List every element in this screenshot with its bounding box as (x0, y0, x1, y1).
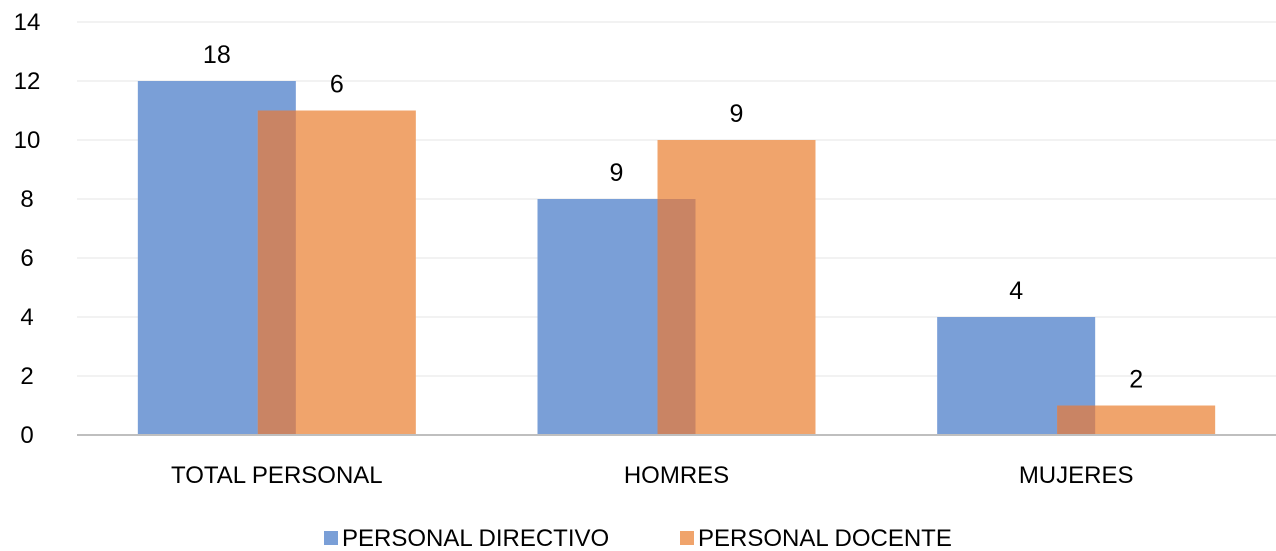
y-tick-label: 0 (20, 422, 33, 449)
x-axis-labels: TOTAL PERSONAL HOMRES MUJERES (171, 462, 1133, 489)
y-tick-label: 14 (14, 9, 41, 36)
y-tick-label: 2 (20, 363, 33, 390)
legend-swatch (680, 531, 694, 545)
legend-swatch (324, 531, 338, 545)
y-tick-label: 4 (20, 304, 33, 331)
data-label: 18 (203, 41, 231, 69)
bar-overlap (657, 199, 696, 435)
data-label: 4 (1009, 277, 1023, 305)
data-labels: 18 6 9 9 4 2 (203, 41, 1143, 394)
y-axis: 0 2 4 6 8 10 12 14 (14, 9, 41, 449)
data-label: 9 (610, 159, 624, 187)
x-category-label: HOMRES (624, 462, 729, 489)
y-tick-label: 6 (20, 245, 33, 272)
x-category-label: TOTAL PERSONAL (171, 462, 383, 489)
y-tick-label: 10 (14, 127, 41, 154)
data-label: 2 (1129, 366, 1143, 394)
legend: PERSONAL DIRECTIVO PERSONAL DOCENTE (324, 525, 952, 551)
legend-label: PERSONAL DIRECTIVO (342, 525, 609, 551)
data-label: 9 (730, 100, 744, 128)
bar-overlap (1057, 405, 1096, 435)
data-label: 6 (330, 71, 344, 99)
legend-label: PERSONAL DOCENTE (698, 525, 952, 551)
bar-overlaps (257, 110, 1096, 435)
bar-overlap (257, 110, 296, 435)
y-tick-label: 8 (20, 186, 33, 213)
y-tick-label: 12 (14, 68, 41, 95)
x-category-label: MUJERES (1019, 462, 1134, 489)
